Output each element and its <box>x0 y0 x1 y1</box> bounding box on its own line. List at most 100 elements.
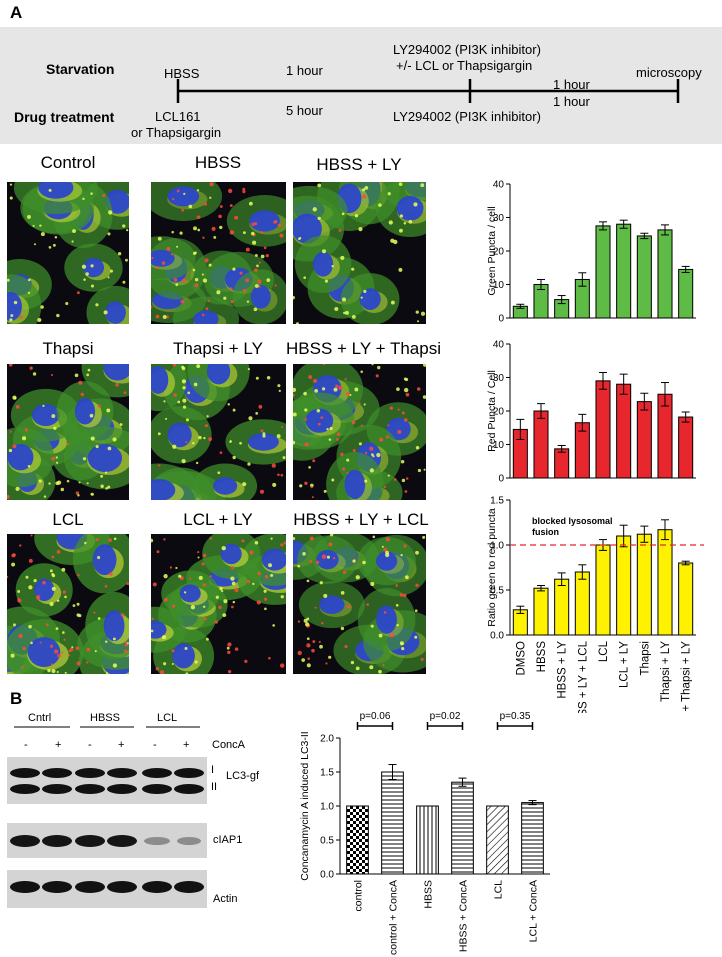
cell-nucleus <box>313 251 334 277</box>
cell-nucleus <box>38 182 74 199</box>
puncta-dot <box>7 278 10 282</box>
puncta-dot <box>40 305 44 309</box>
puncta-dot <box>415 310 419 314</box>
micrograph-image-hbss <box>151 182 286 324</box>
puncta-dot <box>351 420 356 425</box>
puncta-dot <box>185 672 189 674</box>
ciap1-blot-strip <box>7 823 207 858</box>
puncta-dot <box>68 654 71 657</box>
lc3-band-i: I <box>211 764 215 776</box>
puncta-dot <box>163 574 168 579</box>
puncta-dot <box>227 669 232 674</box>
puncta-dot <box>90 284 95 288</box>
puncta-dot <box>86 647 91 652</box>
lcl-line1: LCL161 <box>155 109 201 124</box>
puncta-dot <box>278 389 281 393</box>
puncta-dot <box>249 550 254 555</box>
puncta-dot <box>349 393 352 397</box>
puncta-dot <box>263 597 268 601</box>
puncta-dot <box>375 374 379 378</box>
puncta-dot <box>378 669 382 674</box>
puncta-dot <box>369 446 374 451</box>
puncta-dot <box>151 256 154 260</box>
puncta-dot <box>297 650 302 656</box>
puncta-dot <box>37 317 42 323</box>
puncta-dot <box>209 537 212 540</box>
puncta-dot <box>165 315 169 319</box>
puncta-dot <box>19 315 23 319</box>
puncta-dot <box>28 585 33 590</box>
puncta-dot <box>95 445 99 449</box>
puncta-dot <box>248 201 253 206</box>
cell-nucleus <box>293 213 322 244</box>
y-tick-label: 2.0 <box>320 734 334 745</box>
puncta-dot <box>123 649 128 653</box>
puncta-dot <box>172 364 177 367</box>
puncta-dot <box>254 254 258 257</box>
puncta-dot <box>272 482 277 487</box>
p-value-label: p=0.06 <box>360 711 391 722</box>
puncta-dot <box>325 662 328 665</box>
puncta-dot <box>273 221 276 224</box>
puncta-dot <box>355 666 360 671</box>
cell-nucleus <box>250 285 271 309</box>
puncta-dot <box>264 575 269 579</box>
puncta-dot <box>398 182 403 186</box>
puncta-dot <box>7 495 10 499</box>
puncta-dot <box>293 387 297 393</box>
puncta-dot <box>50 663 53 666</box>
cell-nucleus <box>32 404 60 427</box>
puncta-dot <box>363 403 366 406</box>
cell-nucleus <box>206 364 231 385</box>
puncta-dot <box>383 485 387 489</box>
puncta-dot <box>90 492 94 496</box>
puncta-dot <box>181 379 187 384</box>
puncta-dot <box>370 581 375 586</box>
puncta-dot <box>256 600 261 605</box>
micrograph-image-thapsi-ly <box>151 364 286 500</box>
puncta-dot <box>398 267 403 272</box>
concanamycin-chart: 0.0 0.5 1.0 1.5 2.0 Concanamycin A induced LC… <box>299 711 550 955</box>
puncta-dot <box>83 278 86 281</box>
puncta-dot <box>399 593 404 597</box>
final-duration-bottom: 1 hour <box>553 94 590 109</box>
puncta-dot <box>157 236 162 241</box>
puncta-dot <box>166 246 171 251</box>
micrograph-label-thapsi-ly: Thapsi + LY <box>173 339 263 358</box>
puncta-dot <box>262 432 266 436</box>
cell-nucleus <box>213 477 238 495</box>
micrograph-image-thapsi <box>7 364 129 500</box>
puncta-dot <box>193 226 197 231</box>
puncta-dot <box>360 424 363 427</box>
puncta-dot <box>393 239 398 245</box>
x-tick-label: DMSO <box>515 641 527 676</box>
puncta-dot <box>280 595 284 599</box>
puncta-dot <box>56 670 59 674</box>
puncta-dot <box>32 224 35 227</box>
puncta-dot <box>232 408 236 412</box>
puncta-dot <box>76 291 80 295</box>
puncta-dot <box>82 197 85 201</box>
puncta-dot <box>382 663 385 667</box>
puncta-dot <box>28 558 33 563</box>
puncta-dot <box>422 395 426 399</box>
puncta-dot <box>332 556 336 560</box>
puncta-dot <box>420 311 426 316</box>
ly-bottom-label: LY294002 (PI3K inhibitor) <box>393 109 541 124</box>
drug-duration: 5 hour <box>286 103 323 118</box>
micrograph-image-hbss-ly <box>293 182 426 324</box>
puncta-dot <box>29 366 33 370</box>
puncta-dot <box>207 299 210 302</box>
puncta-dot <box>255 376 259 380</box>
cell-nucleus <box>316 549 339 570</box>
puncta-dot <box>329 426 333 431</box>
actin-blot-strip <box>7 870 207 908</box>
puncta-dot <box>232 455 236 460</box>
puncta-dot <box>51 414 56 418</box>
puncta-dot <box>203 202 208 206</box>
puncta-dot <box>201 313 205 317</box>
puncta-dot <box>203 617 207 621</box>
puncta-dot <box>60 487 65 492</box>
puncta-dot <box>276 434 281 438</box>
y-tick-label: 1.0 <box>320 802 334 813</box>
